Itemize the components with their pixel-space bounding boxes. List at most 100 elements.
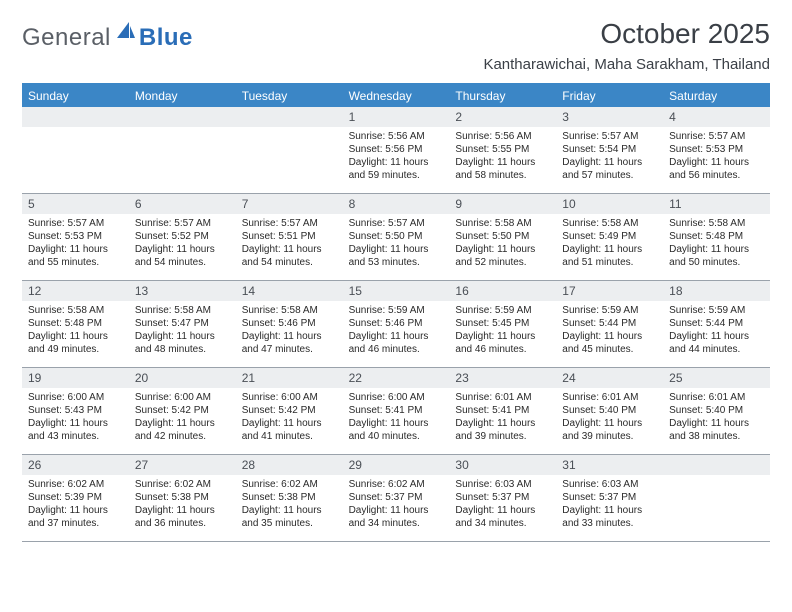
sunset-text: Sunset: 5:38 PM xyxy=(242,491,337,504)
day-body: Sunrise: 5:57 AMSunset: 5:54 PMDaylight:… xyxy=(556,127,663,188)
day-number: 11 xyxy=(663,194,770,214)
sunrise-text: Sunrise: 5:59 AM xyxy=(349,304,444,317)
sunset-text: Sunset: 5:55 PM xyxy=(455,143,550,156)
day-cell-empty: . xyxy=(22,107,129,193)
day-body: Sunrise: 5:58 AMSunset: 5:48 PMDaylight:… xyxy=(22,301,129,362)
day-cell: 12Sunrise: 5:58 AMSunset: 5:48 PMDayligh… xyxy=(22,281,129,367)
daylight-text: Daylight: 11 hours and 33 minutes. xyxy=(562,504,657,530)
day-cell: 3Sunrise: 5:57 AMSunset: 5:54 PMDaylight… xyxy=(556,107,663,193)
day-cell: 15Sunrise: 5:59 AMSunset: 5:46 PMDayligh… xyxy=(343,281,450,367)
day-cell: 21Sunrise: 6:00 AMSunset: 5:42 PMDayligh… xyxy=(236,368,343,454)
day-number: 5 xyxy=(22,194,129,214)
day-cell: 18Sunrise: 5:59 AMSunset: 5:44 PMDayligh… xyxy=(663,281,770,367)
day-cell: 5Sunrise: 5:57 AMSunset: 5:53 PMDaylight… xyxy=(22,194,129,280)
day-number: 3 xyxy=(556,107,663,127)
daylight-text: Daylight: 11 hours and 55 minutes. xyxy=(28,243,123,269)
sunset-text: Sunset: 5:37 PM xyxy=(562,491,657,504)
sunrise-text: Sunrise: 6:00 AM xyxy=(28,391,123,404)
sunrise-text: Sunrise: 5:59 AM xyxy=(455,304,550,317)
day-number: 21 xyxy=(236,368,343,388)
day-body: Sunrise: 5:59 AMSunset: 5:44 PMDaylight:… xyxy=(663,301,770,362)
day-body: Sunrise: 5:56 AMSunset: 5:55 PMDaylight:… xyxy=(449,127,556,188)
sunrise-text: Sunrise: 5:58 AM xyxy=(135,304,230,317)
day-number: 30 xyxy=(449,455,556,475)
day-body: Sunrise: 5:58 AMSunset: 5:48 PMDaylight:… xyxy=(663,214,770,275)
daylight-text: Daylight: 11 hours and 54 minutes. xyxy=(242,243,337,269)
logo-word-1: General xyxy=(22,24,111,52)
week-row: 26Sunrise: 6:02 AMSunset: 5:39 PMDayligh… xyxy=(22,455,770,542)
sunrise-text: Sunrise: 6:02 AM xyxy=(28,478,123,491)
day-cell: 26Sunrise: 6:02 AMSunset: 5:39 PMDayligh… xyxy=(22,455,129,541)
daylight-text: Daylight: 11 hours and 49 minutes. xyxy=(28,330,123,356)
day-cell: 2Sunrise: 5:56 AMSunset: 5:55 PMDaylight… xyxy=(449,107,556,193)
day-number: 20 xyxy=(129,368,236,388)
day-cell: 8Sunrise: 5:57 AMSunset: 5:50 PMDaylight… xyxy=(343,194,450,280)
day-number: 9 xyxy=(449,194,556,214)
dow-friday: Friday xyxy=(556,85,663,107)
day-cell: 29Sunrise: 6:02 AMSunset: 5:37 PMDayligh… xyxy=(343,455,450,541)
sunset-text: Sunset: 5:46 PM xyxy=(242,317,337,330)
sunset-text: Sunset: 5:40 PM xyxy=(562,404,657,417)
daylight-text: Daylight: 11 hours and 42 minutes. xyxy=(135,417,230,443)
sunset-text: Sunset: 5:54 PM xyxy=(562,143,657,156)
daylight-text: Daylight: 11 hours and 38 minutes. xyxy=(669,417,764,443)
day-number: 27 xyxy=(129,455,236,475)
day-cell: 7Sunrise: 5:57 AMSunset: 5:51 PMDaylight… xyxy=(236,194,343,280)
sunset-text: Sunset: 5:53 PM xyxy=(28,230,123,243)
daylight-text: Daylight: 11 hours and 43 minutes. xyxy=(28,417,123,443)
sunrise-text: Sunrise: 5:57 AM xyxy=(242,217,337,230)
day-body: Sunrise: 5:57 AMSunset: 5:53 PMDaylight:… xyxy=(663,127,770,188)
sunrise-text: Sunrise: 6:02 AM xyxy=(242,478,337,491)
daylight-text: Daylight: 11 hours and 40 minutes. xyxy=(349,417,444,443)
day-body: Sunrise: 6:03 AMSunset: 5:37 PMDaylight:… xyxy=(449,475,556,536)
sunset-text: Sunset: 5:37 PM xyxy=(349,491,444,504)
logo: General Blue xyxy=(22,24,193,52)
sunrise-text: Sunrise: 6:03 AM xyxy=(455,478,550,491)
daylight-text: Daylight: 11 hours and 44 minutes. xyxy=(669,330,764,356)
day-number: 8 xyxy=(343,194,450,214)
sunset-text: Sunset: 5:52 PM xyxy=(135,230,230,243)
sunrise-text: Sunrise: 6:01 AM xyxy=(455,391,550,404)
day-cell: 6Sunrise: 5:57 AMSunset: 5:52 PMDaylight… xyxy=(129,194,236,280)
weeks-container: ...1Sunrise: 5:56 AMSunset: 5:56 PMDayli… xyxy=(22,107,770,542)
day-cell-empty: . xyxy=(236,107,343,193)
day-of-week-header: SundayMondayTuesdayWednesdayThursdayFrid… xyxy=(22,85,770,107)
sunset-text: Sunset: 5:38 PM xyxy=(135,491,230,504)
day-number: 18 xyxy=(663,281,770,301)
day-body: Sunrise: 6:02 AMSunset: 5:39 PMDaylight:… xyxy=(22,475,129,536)
week-row: 5Sunrise: 5:57 AMSunset: 5:53 PMDaylight… xyxy=(22,194,770,281)
day-body: Sunrise: 6:01 AMSunset: 5:40 PMDaylight:… xyxy=(663,388,770,449)
day-number: 26 xyxy=(22,455,129,475)
day-body xyxy=(236,127,343,181)
day-number: 23 xyxy=(449,368,556,388)
day-body: Sunrise: 6:00 AMSunset: 5:42 PMDaylight:… xyxy=(236,388,343,449)
day-number: 1 xyxy=(343,107,450,127)
day-number: 17 xyxy=(556,281,663,301)
day-body xyxy=(22,127,129,181)
daylight-text: Daylight: 11 hours and 50 minutes. xyxy=(669,243,764,269)
day-body: Sunrise: 5:59 AMSunset: 5:45 PMDaylight:… xyxy=(449,301,556,362)
day-number: 22 xyxy=(343,368,450,388)
day-number: . xyxy=(663,455,770,475)
sunset-text: Sunset: 5:50 PM xyxy=(455,230,550,243)
daylight-text: Daylight: 11 hours and 54 minutes. xyxy=(135,243,230,269)
dow-wednesday: Wednesday xyxy=(343,85,450,107)
calendar-grid: SundayMondayTuesdayWednesdayThursdayFrid… xyxy=(22,83,770,542)
day-number: 24 xyxy=(556,368,663,388)
day-number: 28 xyxy=(236,455,343,475)
daylight-text: Daylight: 11 hours and 47 minutes. xyxy=(242,330,337,356)
sunset-text: Sunset: 5:47 PM xyxy=(135,317,230,330)
sunrise-text: Sunrise: 5:58 AM xyxy=(455,217,550,230)
day-body: Sunrise: 6:02 AMSunset: 5:37 PMDaylight:… xyxy=(343,475,450,536)
sunrise-text: Sunrise: 6:00 AM xyxy=(135,391,230,404)
header-row: General Blue October 2025 Kantharawichai… xyxy=(22,18,770,73)
sunset-text: Sunset: 5:50 PM xyxy=(349,230,444,243)
sunrise-text: Sunrise: 5:57 AM xyxy=(349,217,444,230)
logo-sail-icon xyxy=(115,20,137,42)
day-body: Sunrise: 6:03 AMSunset: 5:37 PMDaylight:… xyxy=(556,475,663,536)
sunset-text: Sunset: 5:43 PM xyxy=(28,404,123,417)
day-body: Sunrise: 5:57 AMSunset: 5:51 PMDaylight:… xyxy=(236,214,343,275)
location-text: Kantharawichai, Maha Sarakham, Thailand xyxy=(483,56,770,73)
day-number: 7 xyxy=(236,194,343,214)
sunrise-text: Sunrise: 5:59 AM xyxy=(669,304,764,317)
